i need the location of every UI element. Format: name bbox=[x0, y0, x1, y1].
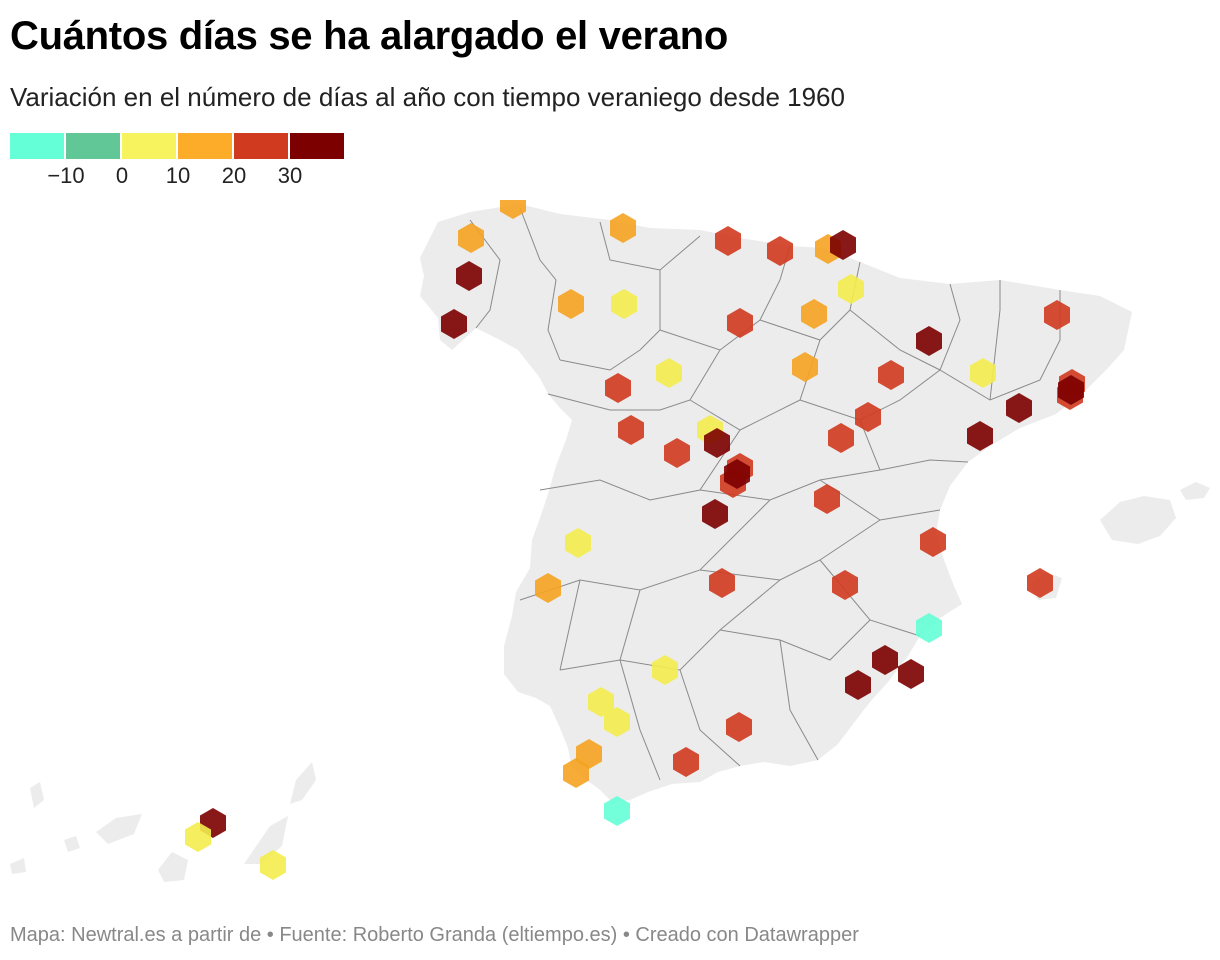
station-hexagon-yellow[interactable] bbox=[604, 707, 630, 737]
station-hexagon-cyan[interactable] bbox=[916, 613, 942, 643]
legend-tick: 10 bbox=[165, 163, 191, 188]
station-hexagon-orange[interactable] bbox=[500, 200, 526, 219]
province-border bbox=[559, 270, 661, 371]
page-title: Cuántos días se ha alargado el verano bbox=[10, 14, 729, 58]
station-hexagon-yellow[interactable] bbox=[565, 528, 591, 558]
province-border bbox=[719, 619, 871, 661]
province-border bbox=[779, 639, 819, 761]
station-hexagon-darkred[interactable] bbox=[704, 428, 730, 458]
page-subtitle: Variación en el número de días al año co… bbox=[10, 82, 845, 112]
station-hexagon-yellow[interactable] bbox=[652, 655, 678, 685]
station-hexagon-yellow[interactable] bbox=[838, 274, 864, 304]
legend-swatch bbox=[290, 133, 344, 159]
gran-canaria bbox=[158, 852, 188, 882]
station-hexagon-darkred[interactable] bbox=[845, 670, 871, 700]
station-hexagon-yellow[interactable] bbox=[656, 358, 682, 388]
legend-swatch bbox=[10, 133, 64, 159]
station-hexagon-darkred[interactable] bbox=[456, 261, 482, 291]
legend-swatches bbox=[10, 133, 350, 159]
station-hexagon-darkred[interactable] bbox=[1006, 393, 1032, 423]
station-hexagon-red[interactable] bbox=[814, 484, 840, 514]
province-border bbox=[599, 221, 701, 271]
legend-swatch bbox=[66, 133, 120, 159]
station-hexagon-orange[interactable] bbox=[563, 758, 589, 788]
station-hexagon-darkred[interactable] bbox=[441, 309, 467, 339]
province-border bbox=[519, 207, 561, 361]
station-hexagon-yellow[interactable] bbox=[185, 822, 211, 852]
mainland-spain bbox=[420, 204, 1132, 802]
station-hexagon-orange[interactable] bbox=[801, 299, 827, 329]
station-hexagon-red[interactable] bbox=[1027, 568, 1053, 598]
station-hexagon-red[interactable] bbox=[1044, 300, 1070, 330]
legend-tick: 30 bbox=[277, 163, 303, 188]
tenerife bbox=[96, 814, 142, 844]
station-hexagon-yellow[interactable] bbox=[588, 687, 614, 717]
station-hexagon-yellow[interactable] bbox=[260, 850, 286, 880]
station-hexagon-red[interactable] bbox=[920, 527, 946, 557]
province-border bbox=[679, 669, 741, 767]
province-border bbox=[859, 419, 969, 471]
station-hexagon-yellow[interactable] bbox=[611, 289, 637, 319]
station-hexagon-red[interactable] bbox=[709, 568, 735, 598]
province-border bbox=[559, 579, 581, 671]
station-hexagon-orange[interactable] bbox=[576, 739, 602, 769]
station-hexagon-darkred[interactable] bbox=[830, 230, 856, 260]
station-hexagon-darkred[interactable] bbox=[702, 499, 728, 529]
legend-tick: −10 bbox=[47, 163, 85, 188]
hexagon-markers bbox=[185, 200, 1085, 880]
legend-swatch bbox=[178, 133, 232, 159]
station-hexagon-red[interactable] bbox=[828, 423, 854, 453]
station-hexagon-yellow[interactable] bbox=[970, 358, 996, 388]
province-border bbox=[547, 349, 721, 411]
station-hexagon-red[interactable] bbox=[727, 308, 753, 338]
station-hexagon-red[interactable] bbox=[832, 570, 858, 600]
color-legend: −10 0 10 20 30 bbox=[10, 133, 350, 193]
station-hexagon-orange[interactable] bbox=[458, 223, 484, 253]
station-hexagon-orange[interactable] bbox=[558, 289, 584, 319]
station-hexagon-darkred[interactable] bbox=[916, 326, 942, 356]
station-hexagon-darkred[interactable] bbox=[898, 659, 924, 689]
station-hexagon-orange[interactable] bbox=[792, 352, 818, 382]
province-border bbox=[619, 659, 661, 781]
station-hexagon-darkred[interactable] bbox=[967, 421, 993, 451]
station-hexagon-red[interactable] bbox=[605, 373, 631, 403]
legend-ticks: −10 0 10 20 30 bbox=[10, 159, 350, 188]
legend-tick: 0 bbox=[115, 163, 129, 188]
station-hexagon-red[interactable] bbox=[878, 360, 904, 390]
province-border bbox=[619, 589, 641, 661]
station-hexagon-orange[interactable] bbox=[610, 213, 636, 243]
la-palma bbox=[30, 782, 44, 808]
la-gomera bbox=[64, 836, 80, 852]
station-hexagon-darkred[interactable] bbox=[1058, 375, 1084, 405]
spain-map bbox=[10, 200, 1210, 882]
menorca bbox=[1180, 482, 1210, 500]
station-hexagon-orange[interactable] bbox=[535, 573, 561, 603]
station-hexagon-red[interactable] bbox=[855, 402, 881, 432]
station-hexagon-red[interactable] bbox=[715, 226, 741, 256]
province-border bbox=[699, 519, 881, 581]
legend-swatch bbox=[122, 133, 176, 159]
el-hierro bbox=[10, 858, 26, 874]
province-border bbox=[539, 429, 741, 501]
station-hexagon-darkred[interactable] bbox=[872, 645, 898, 675]
station-hexagon-red[interactable] bbox=[664, 438, 690, 468]
province-border bbox=[469, 219, 501, 329]
station-hexagon-red[interactable] bbox=[673, 747, 699, 777]
station-hexagon-red[interactable] bbox=[726, 712, 752, 742]
lanzarote bbox=[290, 762, 316, 804]
station-hexagon-red[interactable] bbox=[618, 415, 644, 445]
footer-credits: Mapa: Newtral.es a partir de • Fuente: R… bbox=[10, 924, 859, 946]
station-hexagon-red[interactable] bbox=[767, 236, 793, 266]
station-hexagon-cyan[interactable] bbox=[604, 796, 630, 826]
mallorca bbox=[1100, 496, 1176, 544]
legend-tick: 20 bbox=[221, 163, 247, 188]
land-layer bbox=[10, 204, 1210, 882]
legend-swatch bbox=[234, 133, 288, 159]
fuerteventura bbox=[244, 816, 288, 864]
station-hexagon-darkred[interactable] bbox=[724, 459, 750, 489]
